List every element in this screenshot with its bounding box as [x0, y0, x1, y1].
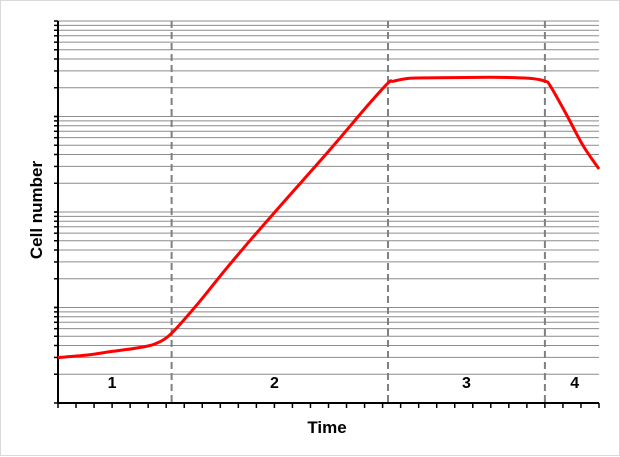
phase-dividers — [170, 21, 546, 403]
phase-label-3: 3 — [462, 375, 471, 392]
series-group — [57, 75, 601, 360]
axes — [54, 20, 600, 408]
phase-label-4: 4 — [570, 375, 579, 392]
phase-label-1: 1 — [108, 375, 117, 392]
phase-labels: 1 2 3 4 — [108, 375, 580, 392]
y-axis-title: Cell number — [27, 161, 46, 260]
x-axis-title: Time — [307, 418, 346, 437]
phase-label-2: 2 — [270, 375, 279, 392]
growth-curve-line — [57, 75, 601, 360]
gridlines — [58, 20, 599, 404]
